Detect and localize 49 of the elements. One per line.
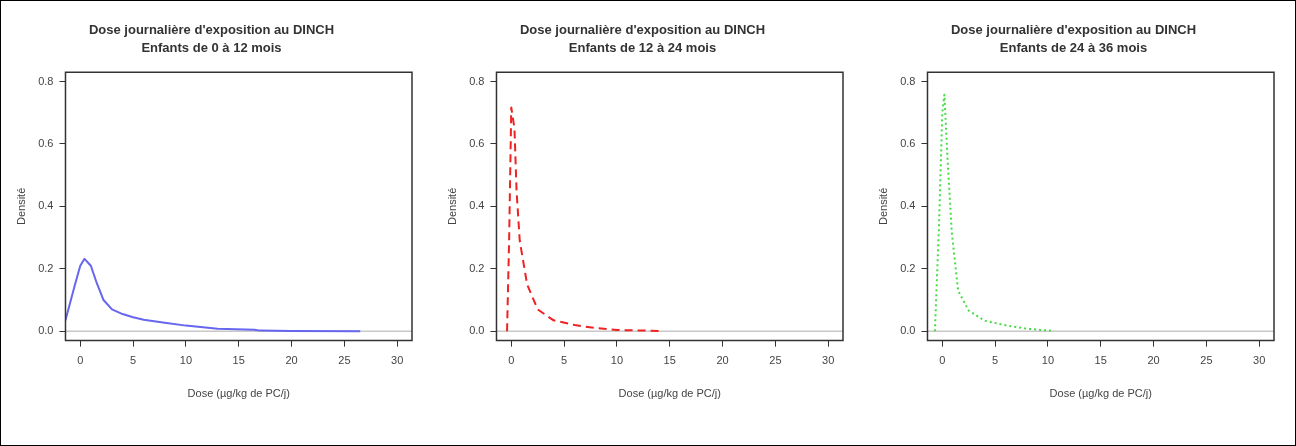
x-axis-title: Dose (µg/kg de PC/j) <box>1049 387 1152 400</box>
x-tick-label: 20 <box>716 354 729 367</box>
y-tick-label: 0.0 <box>38 324 54 337</box>
x-tick-label: 25 <box>769 354 782 367</box>
x-tick-label: 25 <box>338 354 351 367</box>
y-tick-label: 0.0 <box>900 324 916 337</box>
chart-title: Dose journalière d'exposition au DINCH <box>519 22 766 38</box>
y-tick-label: 0.2 <box>38 261 54 274</box>
x-tick-label: 10 <box>1041 354 1055 367</box>
y-tick-label: 0.2 <box>469 261 485 274</box>
x-tick-label: 0 <box>77 354 84 367</box>
x-tick-label: 20 <box>1147 354 1160 367</box>
y-tick-label: 0.4 <box>38 199 54 212</box>
x-tick-label: 30 <box>1253 354 1266 367</box>
y-tick-label: 0.8 <box>469 74 485 87</box>
y-tick-label: 0.8 <box>38 74 54 87</box>
chart-subtitle: Enfants de 0 à 12 mois <box>141 39 282 55</box>
x-tick-label: 15 <box>663 354 676 367</box>
x-tick-label: 20 <box>285 354 298 367</box>
x-tick-label: 10 <box>610 354 624 367</box>
x-tick-label: 15 <box>232 354 245 367</box>
x-axis-title: Dose (µg/kg de PC/j) <box>187 387 290 400</box>
x-tick-label: 10 <box>179 354 193 367</box>
line-series <box>506 106 661 333</box>
x-tick-label: 5 <box>130 354 137 367</box>
y-tick-label: 0.0 <box>469 324 485 337</box>
x-tick-label: 0 <box>508 354 515 367</box>
x-tick-label: 30 <box>391 354 404 367</box>
y-tick-label: 0.4 <box>900 199 916 212</box>
x-axis-title: Dose (µg/kg de PC/j) <box>618 387 721 400</box>
chart-title: Dose journalière d'exposition au DINCH <box>950 22 1197 38</box>
x-tick-label: 5 <box>992 354 999 367</box>
y-axis-title: Densité <box>14 187 27 226</box>
x-tick-label: 30 <box>822 354 835 367</box>
chart-title: Dose journalière d'exposition au DINCH <box>88 22 335 38</box>
x-tick-label: 25 <box>1200 354 1213 367</box>
y-tick-label: 0.6 <box>38 137 54 150</box>
x-tick-label: 15 <box>1094 354 1107 367</box>
y-axis-title: Densité <box>445 187 458 226</box>
x-tick-label: 5 <box>561 354 568 367</box>
y-tick-label: 0.2 <box>900 261 916 274</box>
y-tick-label: 0.8 <box>900 74 916 87</box>
y-tick-label: 0.4 <box>469 199 485 212</box>
chart-subtitle: Enfants de 24 à 36 mois <box>999 39 1148 55</box>
y-tick-label: 0.6 <box>469 137 485 150</box>
y-tick-label: 0.6 <box>900 137 916 150</box>
y-axis-title: Densité <box>876 187 889 226</box>
x-tick-label: 0 <box>939 354 946 367</box>
chart-subtitle: Enfants de 12 à 24 mois <box>568 39 717 55</box>
